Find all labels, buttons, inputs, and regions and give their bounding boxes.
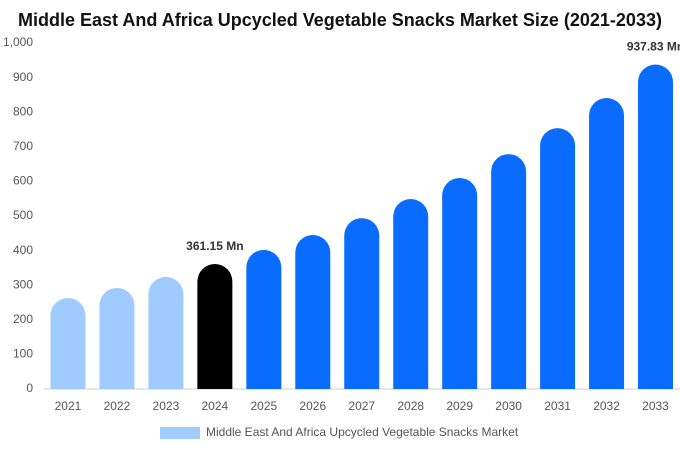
x-tick-label: 2029	[446, 399, 473, 413]
x-tick-label: 2023	[153, 399, 180, 413]
y-tick-label: 1,000	[3, 35, 33, 49]
bar	[638, 64, 674, 390]
x-tick-label: 2025	[250, 399, 277, 413]
x-tick-label: 2021	[55, 399, 82, 413]
bar	[589, 98, 625, 389]
y-tick-label: 800	[13, 104, 33, 118]
bar	[99, 287, 135, 389]
legend-swatch	[160, 427, 200, 439]
y-tick-label: 900	[13, 70, 33, 84]
x-tick-label: 2024	[202, 399, 229, 413]
y-tick-label: 700	[13, 139, 33, 153]
value-label: 937.83 Mn	[627, 40, 680, 54]
x-tick-label: 2032	[593, 399, 620, 413]
y-tick-label: 400	[13, 243, 33, 257]
y-tick-label: 100	[13, 347, 33, 361]
legend-label: Middle East And Africa Upcycled Vegetabl…	[206, 425, 519, 439]
y-tick-label: 0	[26, 381, 33, 395]
y-tick-label: 500	[13, 208, 33, 222]
y-tick-label: 300	[13, 277, 33, 291]
bar	[344, 218, 380, 389]
x-tick-label: 2022	[104, 399, 131, 413]
y-tick-label: 600	[13, 174, 33, 188]
chart-title: Middle East And Africa Upcycled Vegetabl…	[18, 10, 662, 30]
value-label: 361.15 Mn	[186, 239, 243, 253]
bar	[246, 249, 282, 389]
bar	[295, 235, 331, 389]
x-tick-label: 2030	[495, 399, 522, 413]
y-tick-label: 200	[13, 312, 33, 326]
bar	[148, 276, 184, 389]
x-tick-label: 2028	[397, 399, 424, 413]
bar	[442, 177, 478, 389]
bar	[50, 298, 86, 389]
x-tick-label: 2027	[348, 399, 375, 413]
bar	[197, 264, 233, 389]
bar	[491, 154, 527, 389]
bar	[540, 128, 576, 389]
x-tick-label: 2033	[642, 399, 669, 413]
bar	[393, 199, 429, 389]
x-tick-label: 2031	[544, 399, 571, 413]
x-tick-label: 2026	[299, 399, 326, 413]
